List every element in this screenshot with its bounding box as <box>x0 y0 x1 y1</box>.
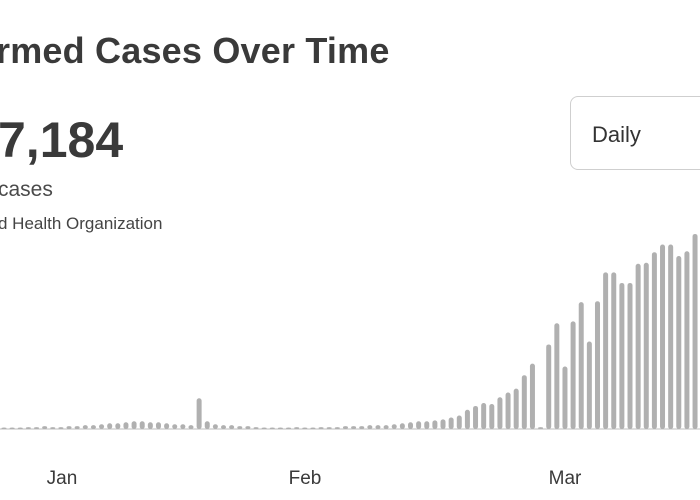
bar-2020-01-31 <box>253 427 259 429</box>
bar-2020-02-28 <box>481 403 487 429</box>
bar-2020-02-26 <box>464 409 470 429</box>
bar-2020-02-24 <box>448 417 454 429</box>
bar-2020-01-25 <box>204 421 210 429</box>
bar-2020-01-11 <box>90 425 96 429</box>
bar-2020-01-21 <box>172 424 178 429</box>
bar-2020-03-11 <box>578 302 584 429</box>
bar-2020-01-16 <box>131 421 137 429</box>
bar-2020-03-14 <box>603 272 609 429</box>
bar-2020-03-04 <box>521 375 527 429</box>
bar-2020-03-24 <box>684 251 690 429</box>
bar-2020-03-05 <box>529 363 535 429</box>
bar-2020-01-27 <box>221 425 227 429</box>
bar-2020-02-06 <box>302 427 308 429</box>
bar-2020-01-12 <box>99 424 105 429</box>
bar-2020-02-01 <box>261 427 267 429</box>
cases-caption: cases <box>0 178 53 201</box>
x-tick-jan: Jan <box>47 468 78 489</box>
bar-2020-02-15 <box>375 425 381 429</box>
x-tick-mar: Mar <box>549 468 582 489</box>
bar-2020-03-09 <box>562 366 568 429</box>
bar-2020-03-25 <box>692 233 698 429</box>
bar-2020-01-29 <box>237 426 243 429</box>
bar-2020-02-20 <box>416 421 422 429</box>
bar-2020-01-23 <box>188 425 194 429</box>
bar-2020-03-13 <box>594 301 600 429</box>
bar-2020-02-05 <box>294 427 300 429</box>
bar-2020-02-23 <box>440 419 446 429</box>
bar-2020-02-04 <box>286 427 292 429</box>
bar-2020-03-15 <box>611 272 617 429</box>
bar-2020-02-16 <box>383 425 389 429</box>
bar-2020-01-15 <box>123 422 129 429</box>
bar-2019-12-31 <box>1 427 7 429</box>
bar-2020-01-05 <box>42 426 48 429</box>
bar-2020-02-17 <box>391 424 397 429</box>
period-select[interactable]: Daily <box>570 96 700 170</box>
bar-2020-03-16 <box>619 282 625 429</box>
bar-2020-01-10 <box>82 425 88 429</box>
bar-2020-02-18 <box>399 423 405 429</box>
bar-2020-01-13 <box>107 423 113 429</box>
bar-2020-03-21 <box>660 244 666 429</box>
bar-2020-02-25 <box>456 415 462 429</box>
bar-2020-01-14 <box>115 423 121 429</box>
source-attribution: d Health Organization <box>0 214 163 233</box>
bar-2020-02-13 <box>359 426 365 429</box>
bar-2020-03-20 <box>651 252 657 429</box>
bar-2020-02-19 <box>408 422 413 429</box>
bar-2020-03-06 <box>538 427 544 429</box>
bar-2020-02-08 <box>318 427 324 429</box>
bar-2020-01-20 <box>164 423 170 429</box>
bar-2020-02-03 <box>277 427 283 429</box>
bar-2020-01-26 <box>212 424 218 429</box>
bar-2020-03-12 <box>586 341 592 429</box>
bar-2020-02-11 <box>342 426 348 429</box>
bar-2020-02-09 <box>326 427 332 429</box>
bar-2020-02-02 <box>269 427 275 429</box>
bar-2020-03-10 <box>570 321 576 429</box>
bar-2020-03-03 <box>513 388 519 429</box>
bar-2020-01-28 <box>229 425 235 429</box>
bar-2020-03-17 <box>627 282 633 429</box>
bar-2020-01-17 <box>139 421 145 429</box>
bar-2020-02-22 <box>432 420 438 429</box>
bar-2020-02-29 <box>489 404 495 429</box>
bar-2020-01-19 <box>155 422 161 429</box>
bar-2020-03-07 <box>546 344 552 429</box>
bar-2020-01-18 <box>147 422 153 429</box>
bar-2020-01-01 <box>9 427 15 429</box>
bar-2020-02-07 <box>310 427 316 429</box>
bar-2020-03-18 <box>635 263 641 429</box>
bar-2020-03-23 <box>676 256 682 429</box>
bar-2020-01-07 <box>58 427 64 429</box>
bar-2020-01-04 <box>34 427 40 429</box>
bar-2020-03-02 <box>505 392 511 429</box>
bar-2020-03-19 <box>643 262 649 429</box>
bar-2020-01-22 <box>180 424 186 429</box>
bar-2020-01-09 <box>74 426 80 429</box>
bar-2020-02-21 <box>424 421 430 429</box>
chart-title: rmed Cases Over Time <box>0 30 390 71</box>
bar-2020-01-30 <box>245 426 251 429</box>
bars-group <box>1 233 698 429</box>
bar-2020-01-02 <box>17 427 23 429</box>
bar-2020-01-06 <box>50 427 56 429</box>
bar-2020-02-10 <box>334 427 340 429</box>
bar-2020-01-24 <box>196 398 202 429</box>
bar-2020-02-14 <box>367 425 373 429</box>
bar-2020-02-27 <box>473 405 479 429</box>
bar-2020-01-08 <box>66 426 72 429</box>
period-select-value: Daily <box>592 122 641 147</box>
bar-2020-03-01 <box>497 397 503 429</box>
bar-2020-01-03 <box>25 427 31 429</box>
bar-2020-03-22 <box>668 244 674 429</box>
x-tick-feb: Feb <box>289 468 322 489</box>
bar-2020-02-12 <box>351 426 357 429</box>
total-cases-count: 7,184 <box>0 112 124 168</box>
bar-2020-03-08 <box>554 323 560 429</box>
